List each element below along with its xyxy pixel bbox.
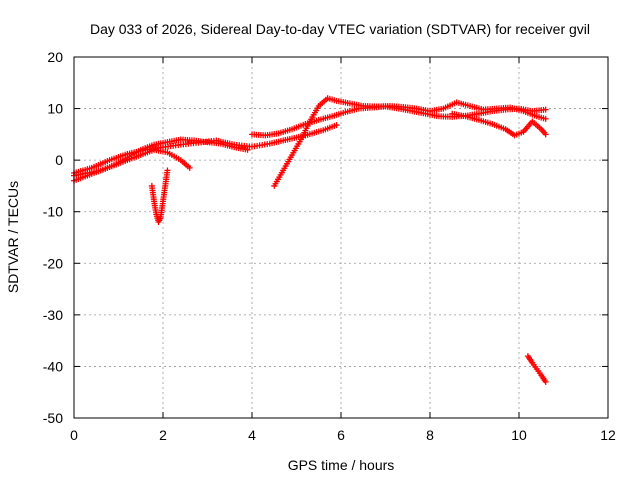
x-tick-label: 6: [337, 427, 345, 443]
x-tick-label: 8: [426, 427, 434, 443]
series-track-c: [71, 146, 193, 179]
data-point: [542, 106, 549, 113]
x-axis-ticks: 0 2 4 6 8 10 12: [70, 57, 616, 443]
x-axis-label: GPS time / hours: [288, 457, 395, 473]
y-tick-label: -50: [43, 410, 63, 426]
y-tick-label: 20: [47, 49, 63, 65]
data-points: [71, 95, 549, 385]
series-dip-2h: [148, 167, 171, 226]
series-track-f: [449, 110, 549, 139]
y-tick-label: -20: [43, 255, 63, 271]
x-tick-label: 10: [511, 427, 527, 443]
data-point: [333, 122, 340, 129]
x-tick-label: 12: [600, 427, 616, 443]
chart-title: Day 033 of 2026, Sidereal Day-to-day VTE…: [90, 21, 590, 37]
data-point: [542, 115, 549, 122]
y-axis-label: SDTVAR / TECUs: [5, 181, 21, 293]
series-track-e: [271, 95, 549, 189]
x-tick-label: 0: [70, 427, 78, 443]
data-point: [186, 164, 193, 171]
y-tick-label: -40: [43, 358, 63, 374]
data-point: [542, 378, 549, 385]
x-tick-label: 4: [248, 427, 256, 443]
data-point: [164, 167, 171, 174]
data-point: [542, 131, 549, 138]
y-axis-ticks: 20 10 0 -10 -20 -30 -40 -50: [43, 49, 608, 426]
series-track-g: [524, 353, 549, 385]
y-tick-label: 0: [55, 152, 63, 168]
y-tick-label: -30: [43, 307, 63, 323]
y-tick-label: 10: [47, 101, 63, 117]
x-tick-label: 2: [159, 427, 167, 443]
y-tick-label: -10: [43, 204, 63, 220]
plot-frame: [73, 56, 609, 419]
